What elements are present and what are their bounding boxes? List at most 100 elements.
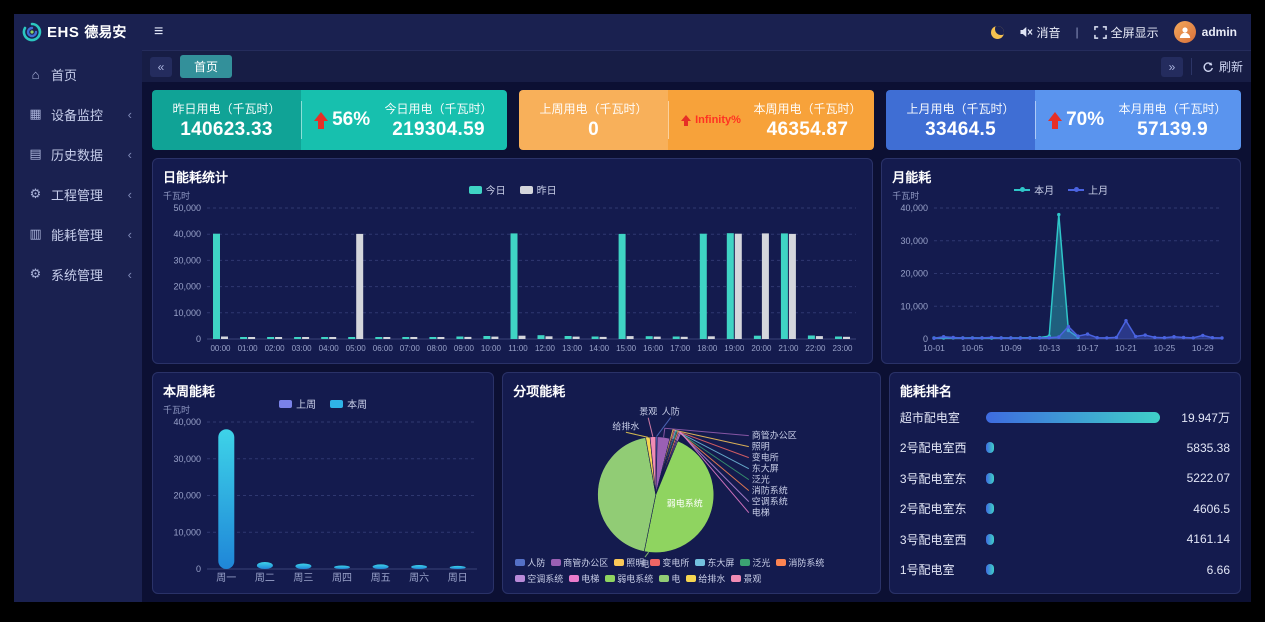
- stat-value: 46354.87: [766, 118, 849, 140]
- sidebar-toggle-hamburger-icon[interactable]: ≡: [154, 23, 164, 40]
- svg-text:周日: 周日: [448, 572, 468, 584]
- card-divider: [301, 101, 303, 139]
- stat-value: 33464.5: [925, 118, 996, 140]
- legend-item-昨日[interactable]: 昨日: [519, 182, 557, 197]
- svg-text:30,000: 30,000: [901, 236, 929, 246]
- legend-label: 上周: [296, 400, 317, 412]
- stat-card-1: 上周用电（千瓦时） 0 Infinity% 本周用电（千瓦时） 46354.87: [519, 90, 874, 150]
- svg-text:04:00: 04:00: [319, 344, 340, 353]
- history-data-icon: ▤: [29, 146, 42, 161]
- pie-legend-item-商管办公区[interactable]: 商管办公区: [551, 556, 608, 569]
- pie-legend-item-弱电系统[interactable]: 弱电系统: [605, 572, 653, 585]
- tabs-scroll-left-button[interactable]: «: [150, 56, 172, 77]
- delta-indicator: 56%: [314, 109, 370, 131]
- pie-legend-item-泛光[interactable]: 泛光: [740, 556, 770, 569]
- rank-value: 4161.14: [1186, 532, 1230, 547]
- rank-bar: [985, 472, 994, 484]
- sidebar-menu: ⌂ 首页 ▦ 设备监控 ‹ ▤ 历史数据 ‹ ⚙ 工程管理 ‹ ▥ 能耗管理 ‹ ⚙ 系统管理 ‹: [14, 50, 142, 294]
- svg-text:08:00: 08:00: [427, 344, 448, 353]
- sidebar-item-系统管理[interactable]: ⚙ 系统管理 ‹: [14, 254, 142, 294]
- legend-label: 照明: [626, 558, 645, 568]
- refresh-label: 刷新: [1218, 60, 1243, 74]
- svg-text:东大屏: 东大屏: [752, 463, 779, 474]
- pie-legend-item-消防系统[interactable]: 消防系统: [776, 556, 824, 569]
- sidebar-item-设备监控[interactable]: ▦ 设备监控 ‹: [14, 94, 142, 134]
- svg-text:22:00: 22:00: [805, 344, 826, 353]
- svg-text:10-17: 10-17: [1077, 343, 1099, 353]
- user-menu[interactable]: admin: [1173, 21, 1237, 43]
- panel-daily-energy: 日能耗统计 千瓦时 今日 昨日 0 10,000 20,000 30,000 40,000…: [152, 158, 874, 365]
- stat-card-right: Infinity% 本周用电（千瓦时） 46354.87: [668, 90, 874, 150]
- pie-legend-item-景观[interactable]: 景观: [731, 572, 761, 585]
- y-axis-unit: 千瓦时: [163, 405, 191, 416]
- svg-text:周五: 周五: [371, 572, 391, 584]
- rank-name: 超市配电室: [899, 410, 960, 425]
- refresh-button[interactable]: 刷新: [1190, 58, 1243, 75]
- rank-row-超市配电室: 超市配电室 19.947万: [900, 405, 1230, 429]
- up-arrow-icon: [314, 111, 329, 129]
- legend-item-本周[interactable]: 本周: [330, 396, 367, 411]
- legend-label: 上月: [1088, 186, 1109, 197]
- pie-legend-item-电[interactable]: 电: [659, 572, 680, 585]
- legend-swatch-icon: [650, 559, 661, 566]
- pie-legend-item-东大屏[interactable]: 东大屏: [695, 556, 734, 569]
- legend-label: 电: [671, 574, 681, 584]
- tabbar-right: » 刷新: [1160, 56, 1243, 77]
- topbar: ≡ 消音 |: [142, 14, 1251, 50]
- svg-text:40,000: 40,000: [173, 229, 201, 239]
- legend-item-上月[interactable]: 上月: [1068, 182, 1108, 197]
- legend-label: 本周: [347, 400, 368, 412]
- rank-value: 5835.38: [1186, 440, 1230, 455]
- legend-swatch-icon: [330, 399, 344, 408]
- sidebar-item-label: 首页: [51, 67, 78, 83]
- panel-title: 本周能耗: [163, 384, 216, 400]
- stat-card-right: 56% 今日用电（千瓦时） 219304.59: [301, 90, 507, 150]
- fullscreen-button[interactable]: 全屏显示: [1093, 24, 1159, 41]
- sidebar-item-历史数据[interactable]: ▤ 历史数据 ‹: [14, 134, 142, 174]
- brand-ehs: EHS: [47, 23, 80, 41]
- rank-bar: [985, 442, 994, 454]
- pie-legend-item-空调系统[interactable]: 空调系统: [515, 572, 563, 585]
- mute-button[interactable]: 消音: [1019, 24, 1061, 41]
- pie-legend-item-人防[interactable]: 人防: [515, 556, 545, 569]
- rank-bar: [985, 564, 994, 576]
- svg-text:17:00: 17:00: [670, 344, 691, 353]
- panel-title: 分项能耗: [513, 384, 566, 400]
- sidebar-item-能耗管理[interactable]: ▥ 能耗管理 ‹: [14, 214, 142, 254]
- svg-text:20,000: 20,000: [173, 282, 201, 292]
- rank-row-3号配电室东: 3号配电室东 5222.07: [900, 466, 1230, 490]
- pie-legend-item-变电所[interactable]: 变电所: [650, 556, 689, 569]
- svg-text:19:00: 19:00: [724, 344, 745, 353]
- panel-weekly-energy: 本周能耗 千瓦时 上周 本周 0 10,000 20,000 30,000 40,000 周…: [152, 372, 495, 594]
- mute-icon: [1020, 27, 1033, 37]
- sidebar-item-首页[interactable]: ⌂ 首页: [14, 54, 142, 94]
- tab-home[interactable]: 首页: [180, 55, 233, 78]
- sidebar-item-工程管理[interactable]: ⚙ 工程管理 ‹: [14, 174, 142, 214]
- rank-row-2号配电室西: 2号配电室西 5835.38: [900, 436, 1230, 460]
- pie-legend-item-给排水[interactable]: 给排水: [686, 572, 725, 585]
- rank-name: 1号配电室: [899, 563, 955, 578]
- legend-swatch-icon: [740, 559, 751, 566]
- dashboard-content: 昨日用电（千瓦时） 140623.33 56% 今日用电（千瓦时） 219304.59 上…: [142, 82, 1251, 602]
- panel-title: 能耗排名: [899, 384, 952, 400]
- pie-legend-item-电梯[interactable]: 电梯: [569, 572, 599, 585]
- legend-item-本月[interactable]: 本月: [1014, 182, 1054, 197]
- legend-label: 商管办公区: [563, 558, 609, 568]
- svg-text:21:00: 21:00: [778, 344, 799, 353]
- rank-value: 19.947万: [1181, 410, 1230, 425]
- svg-text:10-09: 10-09: [1000, 343, 1022, 353]
- panel-title: 日能耗统计: [163, 170, 229, 185]
- svg-text:03:00: 03:00: [292, 344, 313, 353]
- dark-mode-moon-icon[interactable]: [990, 25, 1004, 39]
- legend-item-上周[interactable]: 上周: [279, 396, 316, 411]
- legend-swatch-icon: [515, 575, 526, 582]
- svg-text:20,000: 20,000: [901, 269, 929, 279]
- pie-legend-item-照明[interactable]: 照明: [614, 556, 644, 569]
- tabs-scroll-right-button[interactable]: »: [1160, 56, 1183, 77]
- energy-ranking-list: 超市配电室 19.947万 2号配电室西 5835.38 3号配电室东 5222.07 2号…: [900, 400, 1230, 585]
- project-management-icon: ⚙: [29, 186, 42, 201]
- legend-item-今日[interactable]: 今日: [468, 182, 506, 197]
- svg-text:16:00: 16:00: [643, 344, 664, 353]
- svg-text:人防: 人防: [662, 406, 680, 417]
- legend-swatch-icon: [686, 575, 697, 582]
